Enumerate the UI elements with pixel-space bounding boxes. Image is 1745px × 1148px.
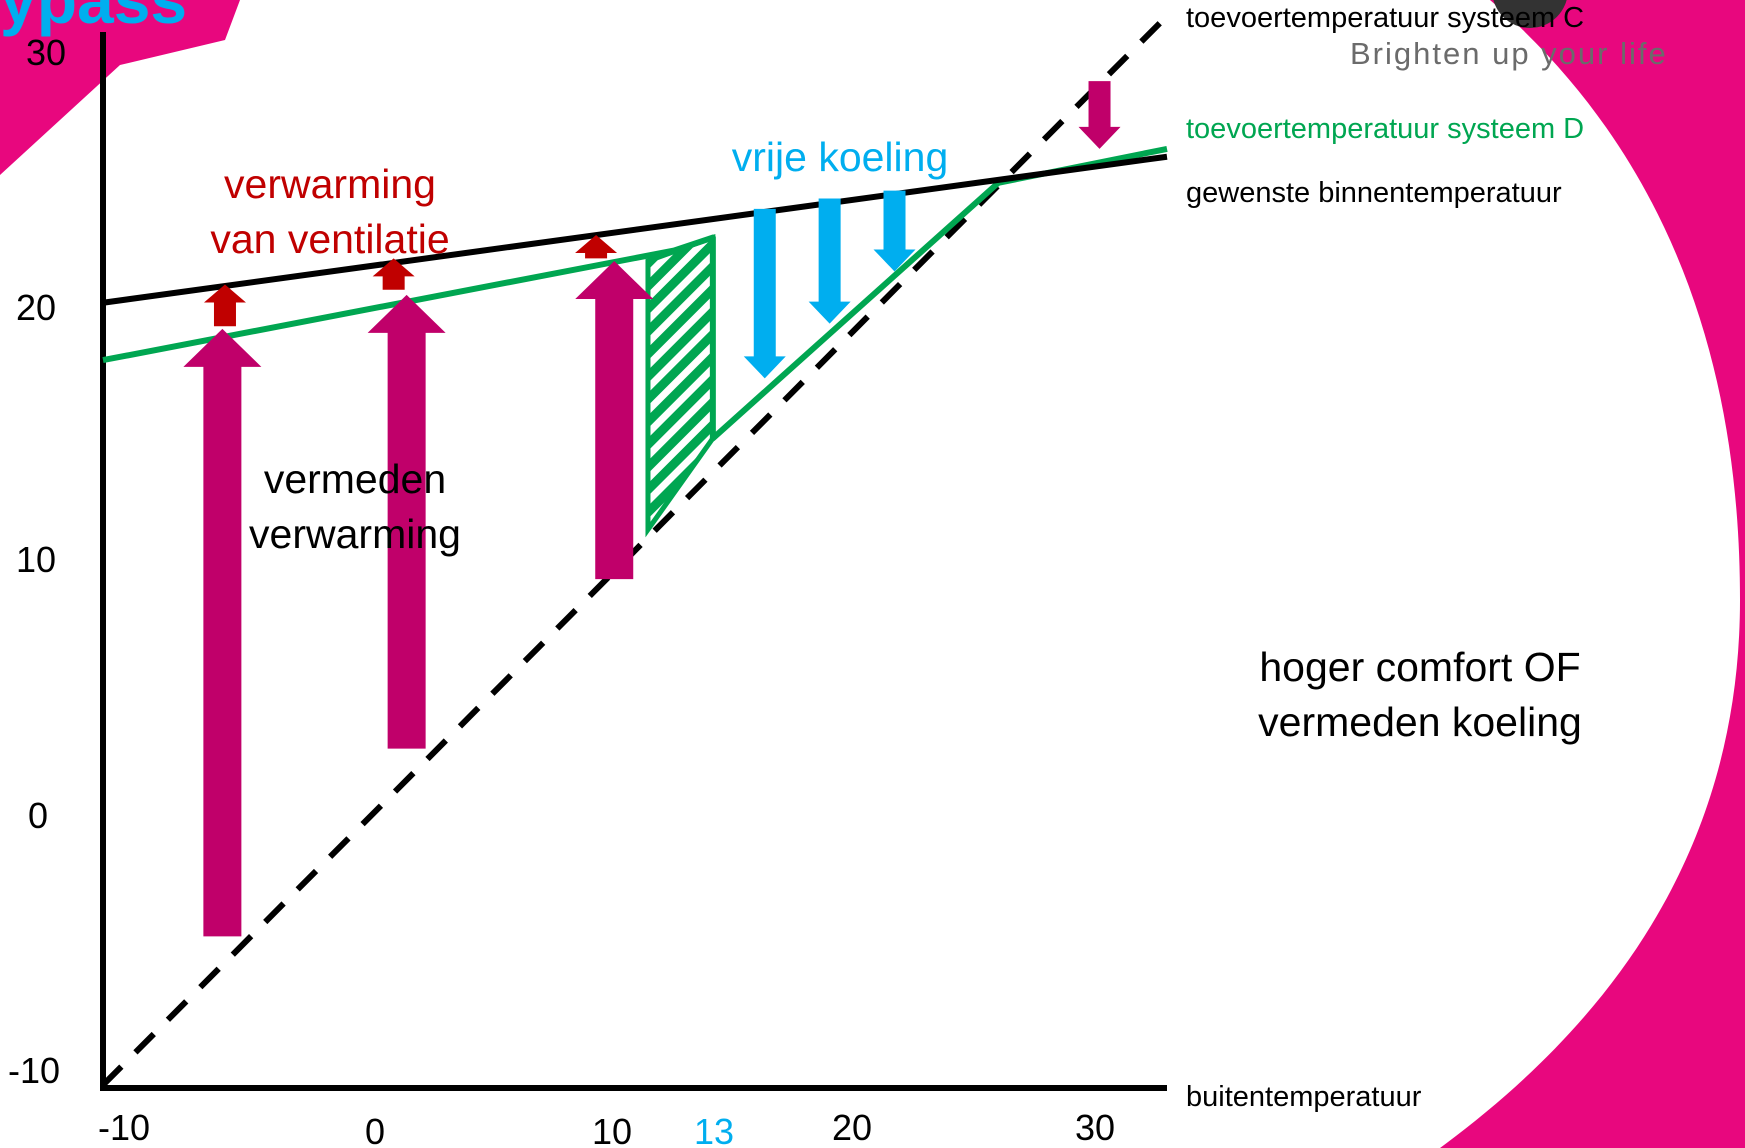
ventilation-heating-arrow <box>372 258 415 290</box>
free-cooling-arrow <box>873 190 916 272</box>
annotation-line: vermeden <box>263 456 447 502</box>
comfort-arrow <box>1078 81 1121 149</box>
y-tick-label: 20 <box>16 287 57 328</box>
ventilation-heating-arrow <box>203 284 246 327</box>
x-tick-label: -10 <box>98 1107 151 1148</box>
brand-corner-shape <box>0 0 240 175</box>
avoided-heating-arrow <box>367 294 446 749</box>
annotation-line: verwarming <box>249 511 461 557</box>
x-tick-label-highlight: 13 <box>694 1111 735 1148</box>
annotation-free-cooling: vrije koeling <box>731 134 949 180</box>
y-tick-label: 30 <box>26 32 67 73</box>
annotation-line: vermeden koeling <box>1258 699 1582 745</box>
free-cooling-arrow <box>808 198 851 324</box>
y-tick-label: 10 <box>16 539 57 580</box>
brand-slogan: Brighten up your life <box>1350 36 1668 71</box>
annotation-line: hoger comfort OF <box>1259 644 1581 690</box>
free-cooling-arrow <box>743 208 786 379</box>
avoided-heating-arrow <box>575 261 654 580</box>
x-tick-label: 20 <box>832 1107 873 1148</box>
y-tick-label: 0 <box>28 795 49 836</box>
brand-background-shape <box>1440 0 1745 1148</box>
x-tick-label: 0 <box>365 1111 386 1148</box>
brand-logo-mark <box>1493 0 1567 28</box>
x-axis-label: buitentemperatuur <box>1186 1081 1422 1113</box>
x-tick-label: 10 <box>592 1111 633 1148</box>
annotation-heating-ventilation: verwarming van ventilatie <box>170 157 490 267</box>
annotation-comfort: hoger comfort OF vermeden koeling <box>1230 640 1610 750</box>
x-tick-label: 30 <box>1075 1107 1116 1148</box>
series-line-desired-indoor <box>102 153 1168 306</box>
series-label-desired-indoor: gewenste binnentemperatuur <box>1186 177 1562 209</box>
ventilation-heating-arrow <box>575 234 618 259</box>
slide-title-fragment: ypass <box>0 0 188 37</box>
annotation-avoided-heating: vermeden verwarming <box>200 452 510 562</box>
avoided-heating-arrow <box>183 328 262 937</box>
series-label-system-c: toevoertemperatuur systeem C <box>1186 2 1585 34</box>
y-tick-label: -10 <box>8 1050 61 1091</box>
series-label-system-d: toevoertemperatuur systeem D <box>1186 113 1585 145</box>
annotation-line: van ventilatie <box>210 216 450 262</box>
annotation-line: verwarming <box>224 161 436 207</box>
